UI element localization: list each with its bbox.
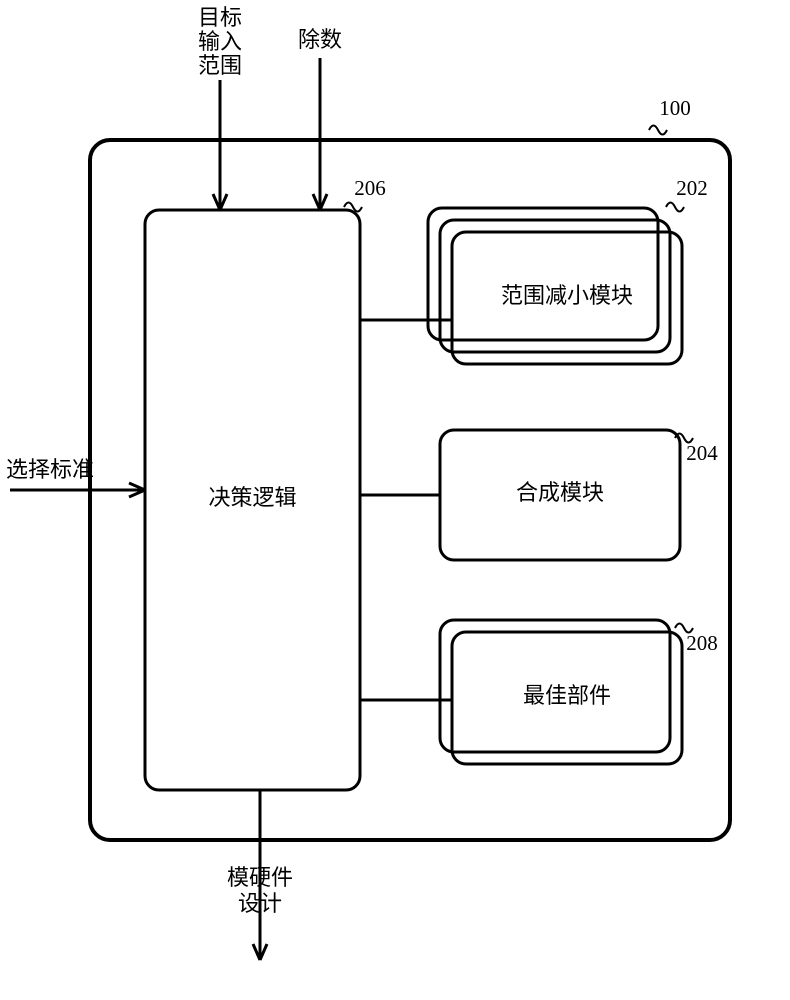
refnum-202: 202 (676, 176, 708, 200)
range-reduce-module-label: 范围减小模块 (501, 283, 633, 308)
ref-squiggle (675, 624, 693, 633)
label-output-l2: 设计 (238, 891, 282, 916)
decision-logic-label: 决策逻辑 (208, 485, 296, 510)
block-diagram: 决策逻辑 范围减小模块合成模块最佳部件 目标输入范围 除数选择标准模硬件设计 100 20… (0, 0, 790, 1000)
refnum-204: 204 (686, 441, 718, 465)
label-target-l1: 目标 (198, 5, 242, 30)
label-divisor: 除数 (298, 27, 342, 52)
refnum-206: 206 (354, 176, 386, 200)
refnum-100: 100 (659, 96, 691, 120)
refnum-208: 208 (686, 631, 718, 655)
ref-squiggle (649, 126, 667, 135)
label-output-l1: 模硬件 (227, 865, 293, 890)
label-target-l2: 输入 (198, 29, 242, 54)
synthesis-module-label: 合成模块 (516, 480, 604, 505)
label-target-l3: 范围 (198, 53, 242, 78)
ref-squiggle (666, 203, 684, 212)
label-selection-criteria: 选择标准 (6, 457, 94, 482)
outer-container (90, 140, 730, 840)
range-reduce-module-box-behind (428, 208, 658, 340)
best-parts-label: 最佳部件 (523, 683, 611, 708)
